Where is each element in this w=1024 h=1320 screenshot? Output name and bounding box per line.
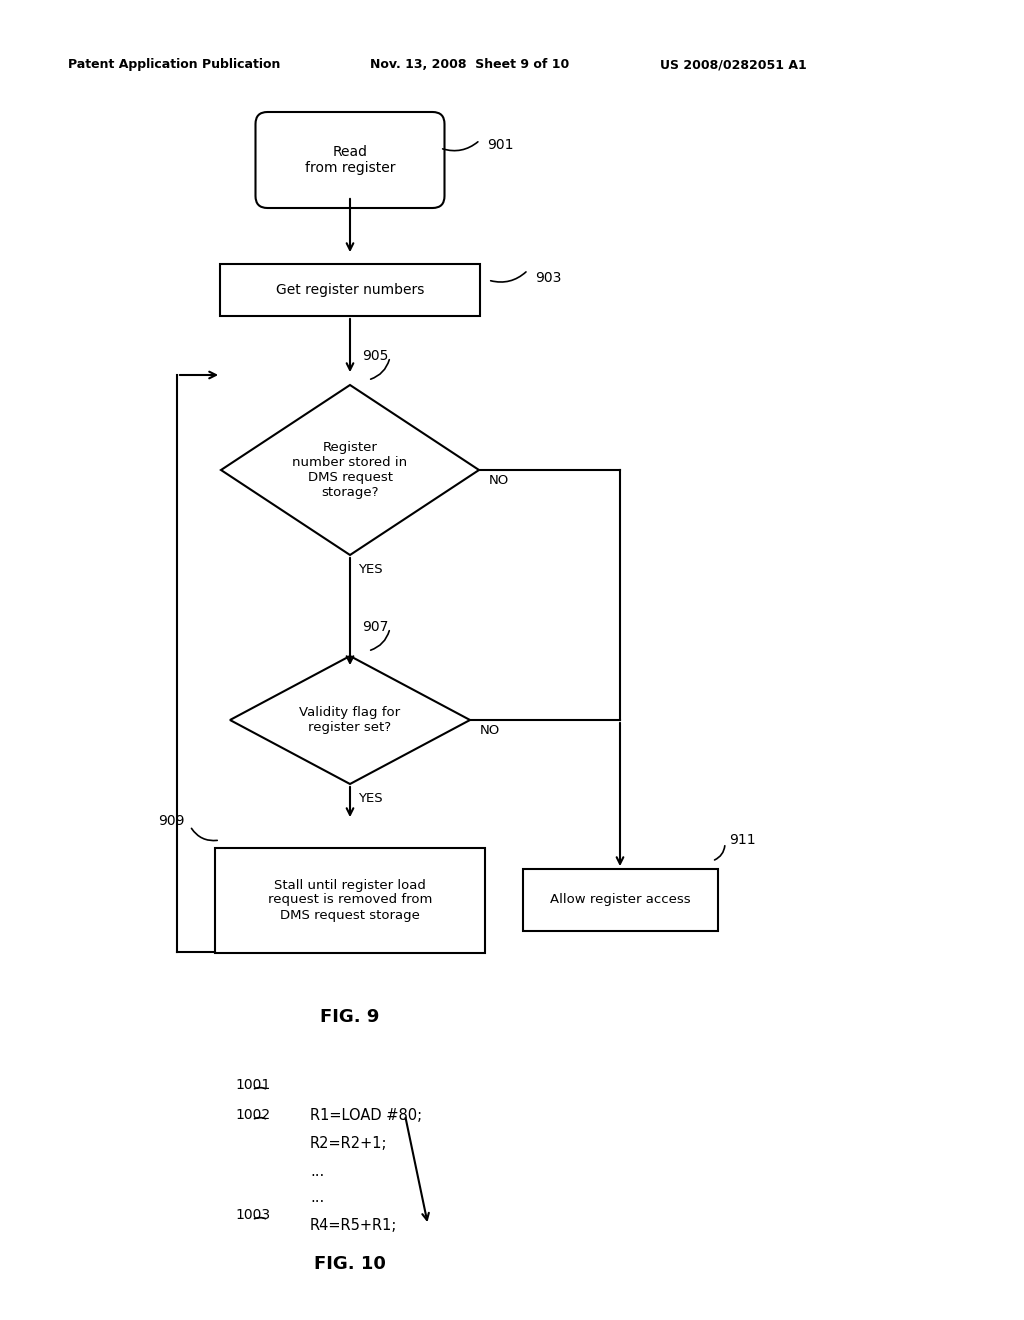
Text: Allow register access: Allow register access — [550, 894, 690, 907]
Text: Get register numbers: Get register numbers — [275, 282, 424, 297]
Polygon shape — [230, 656, 470, 784]
Text: 911: 911 — [729, 833, 756, 847]
Text: Stall until register load
request is removed from
DMS request storage: Stall until register load request is rem… — [268, 879, 432, 921]
Polygon shape — [221, 385, 479, 554]
Text: 1002: 1002 — [234, 1107, 270, 1122]
Text: 907: 907 — [362, 620, 388, 634]
Text: 909: 909 — [159, 814, 185, 828]
Text: ...: ... — [310, 1164, 325, 1180]
FancyBboxPatch shape — [256, 112, 444, 209]
Text: Nov. 13, 2008  Sheet 9 of 10: Nov. 13, 2008 Sheet 9 of 10 — [370, 58, 569, 71]
Text: R4=R5+R1;: R4=R5+R1; — [310, 1217, 397, 1233]
Text: 905: 905 — [362, 348, 388, 363]
Text: 901: 901 — [487, 139, 513, 152]
Text: FIG. 9: FIG. 9 — [321, 1008, 380, 1026]
Text: Register
number stored in
DMS request
storage?: Register number stored in DMS request st… — [293, 441, 408, 499]
Text: Read
from register: Read from register — [305, 145, 395, 176]
Text: NO: NO — [489, 474, 509, 487]
Text: US 2008/0282051 A1: US 2008/0282051 A1 — [660, 58, 807, 71]
Text: YES: YES — [358, 564, 383, 576]
Bar — [220, 264, 480, 315]
Text: R1=LOAD #80;: R1=LOAD #80; — [310, 1107, 422, 1122]
Text: 1003: 1003 — [234, 1208, 270, 1222]
Text: 1001: 1001 — [234, 1078, 270, 1092]
Bar — [522, 869, 718, 931]
Text: R2=R2+1;: R2=R2+1; — [310, 1135, 387, 1151]
Text: NO: NO — [480, 723, 501, 737]
Text: Validity flag for
register set?: Validity flag for register set? — [299, 706, 400, 734]
Text: YES: YES — [358, 792, 383, 805]
Bar — [215, 847, 485, 953]
Text: 903: 903 — [535, 271, 561, 285]
Text: FIG. 10: FIG. 10 — [314, 1255, 386, 1272]
Text: ...: ... — [310, 1189, 325, 1204]
Text: Patent Application Publication: Patent Application Publication — [68, 58, 281, 71]
